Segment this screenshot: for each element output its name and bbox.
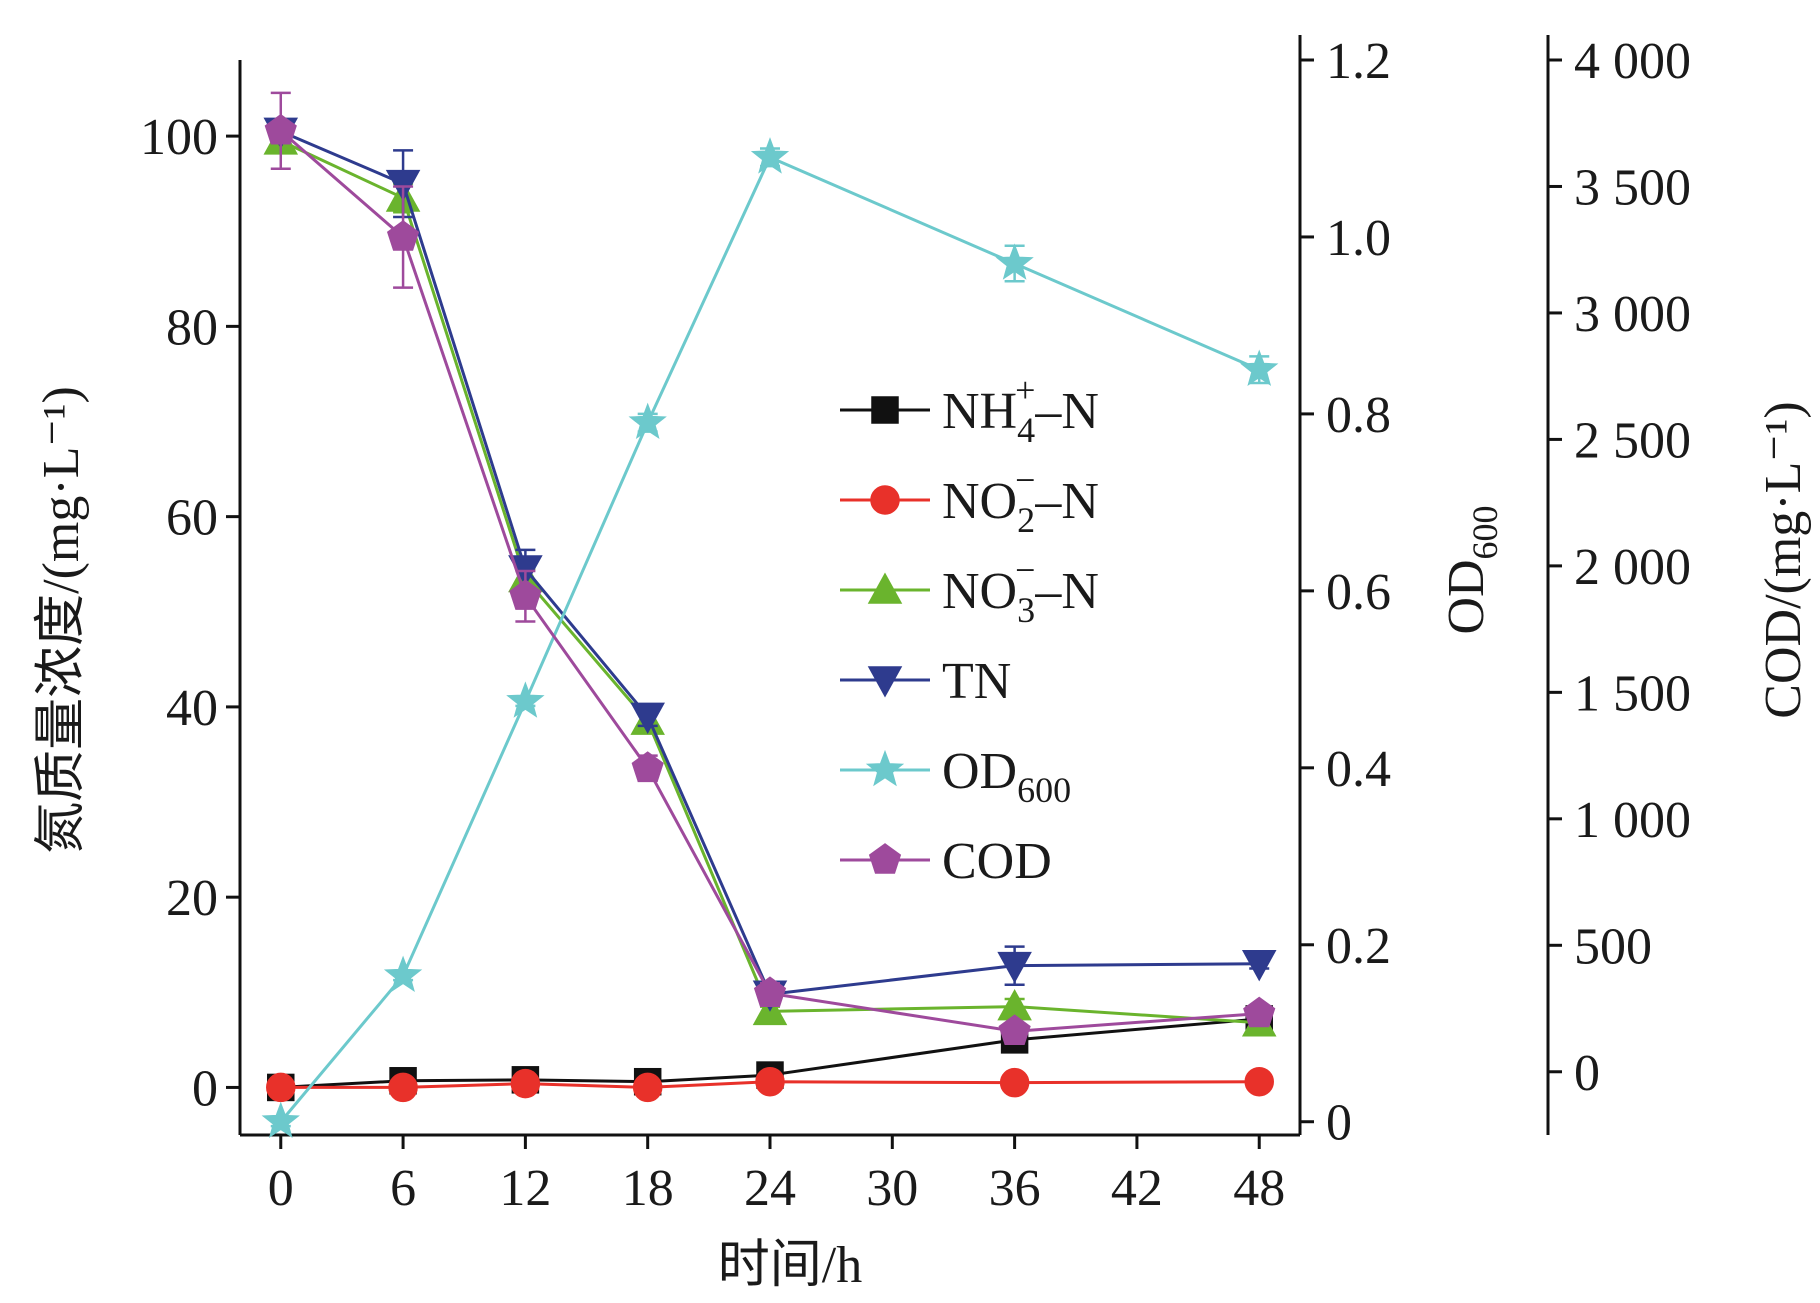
cod-tick-label: 3 500 xyxy=(1574,159,1691,216)
legend-item: OD600 xyxy=(840,743,1071,810)
legend-item: TN xyxy=(840,653,1011,710)
data-point xyxy=(388,1072,418,1103)
cod-tick-label: 500 xyxy=(1574,918,1652,975)
cod-tick-label: 2 000 xyxy=(1574,539,1691,596)
data-point xyxy=(261,1101,300,1139)
right-axis-title-cod: COD/(mg·L⁻¹) xyxy=(1755,401,1812,718)
data-point xyxy=(264,113,297,145)
cod-tick-label: 3 000 xyxy=(1574,286,1691,343)
legend-label: NO2−–N xyxy=(942,460,1099,540)
left-tick-label: 80 xyxy=(166,299,218,356)
od600-tick-label: 1.0 xyxy=(1326,210,1391,267)
series-NO2−–N xyxy=(266,1066,1274,1103)
axes: 0 6 12 18 24 30 36 42 48 0 20 40 60 80 100 0 0.2 0.4 0.6 0.… xyxy=(140,33,1691,1217)
series-line xyxy=(280,129,1260,996)
data-point xyxy=(385,169,421,202)
x-tick-label: 12 xyxy=(499,1160,551,1217)
left-tick-label: 40 xyxy=(166,680,218,737)
data-point xyxy=(999,1067,1030,1098)
x-tick-label: 24 xyxy=(744,1160,796,1217)
data-point xyxy=(1244,1066,1274,1097)
legend-item: NO2−–N xyxy=(840,460,1099,540)
data-point xyxy=(1243,996,1276,1028)
cod-tick-label: 0 xyxy=(1574,1045,1600,1102)
data-point xyxy=(1241,950,1277,982)
series-line xyxy=(280,139,1260,1025)
series-line xyxy=(279,129,1260,1033)
left-tick-label: 20 xyxy=(166,870,218,927)
data-point xyxy=(631,751,664,782)
legend-label: NH4+–N xyxy=(942,370,1099,450)
cod-tick-label: 2 500 xyxy=(1574,412,1691,469)
data-point xyxy=(753,976,787,1008)
data-point xyxy=(509,579,542,610)
data-point xyxy=(995,243,1034,280)
od600-tick-label: 0.4 xyxy=(1326,741,1391,798)
x-tick-label: 42 xyxy=(1111,1160,1163,1217)
data-point xyxy=(997,951,1032,984)
legend-marker xyxy=(868,843,902,874)
data-point xyxy=(386,220,420,251)
od600-tick-label: 0.2 xyxy=(1326,918,1391,975)
od600-tick-label: 0.8 xyxy=(1326,387,1391,444)
legend-item: COD xyxy=(840,833,1052,890)
cod-tick-label: 1 500 xyxy=(1574,665,1691,722)
left-tick-label: 0 xyxy=(192,1060,218,1117)
data-point xyxy=(750,137,790,174)
data-point xyxy=(383,955,423,993)
legend-marker xyxy=(867,666,903,698)
x-tick-label: 36 xyxy=(989,1160,1041,1217)
legend-marker xyxy=(867,572,903,604)
legend-marker xyxy=(870,485,900,515)
data-point xyxy=(1240,349,1279,386)
legend-label: TN xyxy=(942,653,1011,710)
legend-marker xyxy=(871,396,899,424)
legend-label: COD xyxy=(942,833,1052,890)
od600-tick-label: 0 xyxy=(1326,1095,1352,1152)
series-layer xyxy=(261,91,1279,1139)
data-point xyxy=(628,402,667,440)
cod-tick-label: 1 000 xyxy=(1574,792,1691,849)
left-tick-label: 60 xyxy=(166,490,218,547)
right-axis-title-od600: OD600 xyxy=(1438,505,1505,634)
od600-tick-label: 1.2 xyxy=(1326,33,1391,90)
series-COD xyxy=(264,91,1276,1045)
x-tick-label: 48 xyxy=(1233,1160,1285,1217)
x-tick-label: 0 xyxy=(268,1160,294,1217)
x-axis-title: 时间/h xyxy=(718,1237,862,1294)
legend-marker xyxy=(865,749,905,787)
x-tick-label: 18 xyxy=(622,1160,674,1217)
data-point xyxy=(510,1068,541,1099)
series-TN xyxy=(263,117,1277,1012)
legend-label: OD600 xyxy=(942,743,1071,810)
left-axis-title: 氮质量浓度/(mg·L⁻¹) xyxy=(33,386,90,854)
legend: NH4+–N NO2−–N NO3−–N TN OD600 COD xyxy=(840,370,1099,890)
data-point xyxy=(506,681,545,718)
cod-tick-label: 4 000 xyxy=(1574,33,1691,90)
data-point xyxy=(998,1014,1031,1045)
legend-item: NH4+–N xyxy=(840,370,1099,450)
x-tick-label: 6 xyxy=(390,1160,416,1217)
data-point xyxy=(630,702,665,734)
legend-item: NO3−–N xyxy=(840,550,1099,630)
series-NO3−–N xyxy=(263,123,1277,1037)
legend-label: NO3−–N xyxy=(942,550,1099,630)
x-tick-label: 30 xyxy=(866,1160,918,1217)
od600-tick-label: 0.6 xyxy=(1326,564,1391,621)
data-point xyxy=(755,1066,785,1097)
left-tick-label: 100 xyxy=(140,109,218,166)
series-OD600 xyxy=(261,137,1279,1139)
data-point xyxy=(266,1072,296,1103)
data-point xyxy=(632,1072,663,1103)
